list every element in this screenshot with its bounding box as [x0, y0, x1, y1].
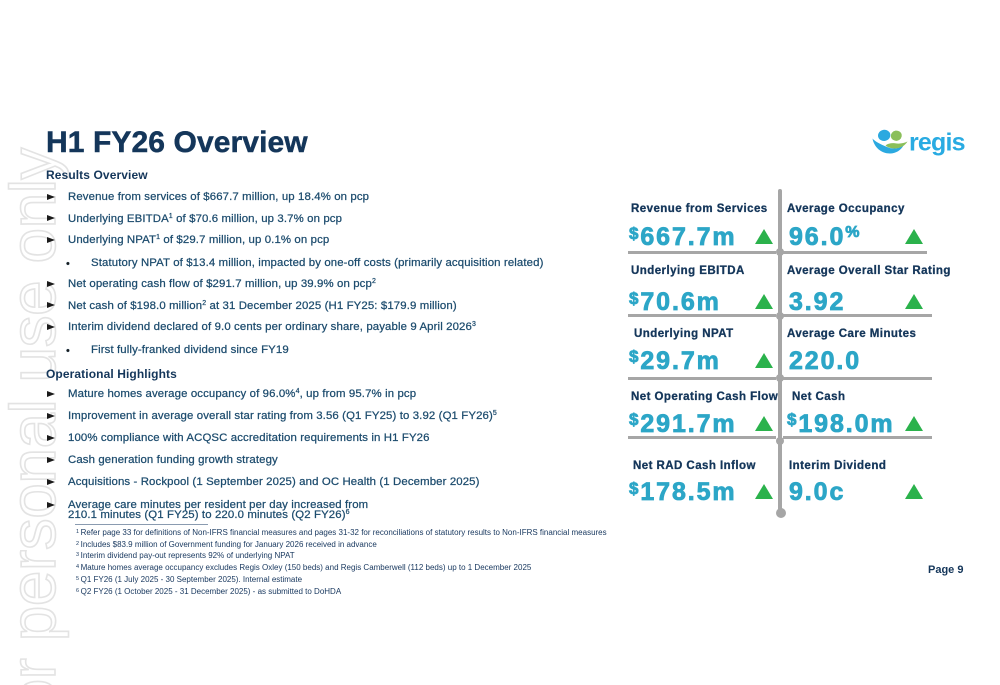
svg-text:regis: regis	[909, 129, 965, 157]
